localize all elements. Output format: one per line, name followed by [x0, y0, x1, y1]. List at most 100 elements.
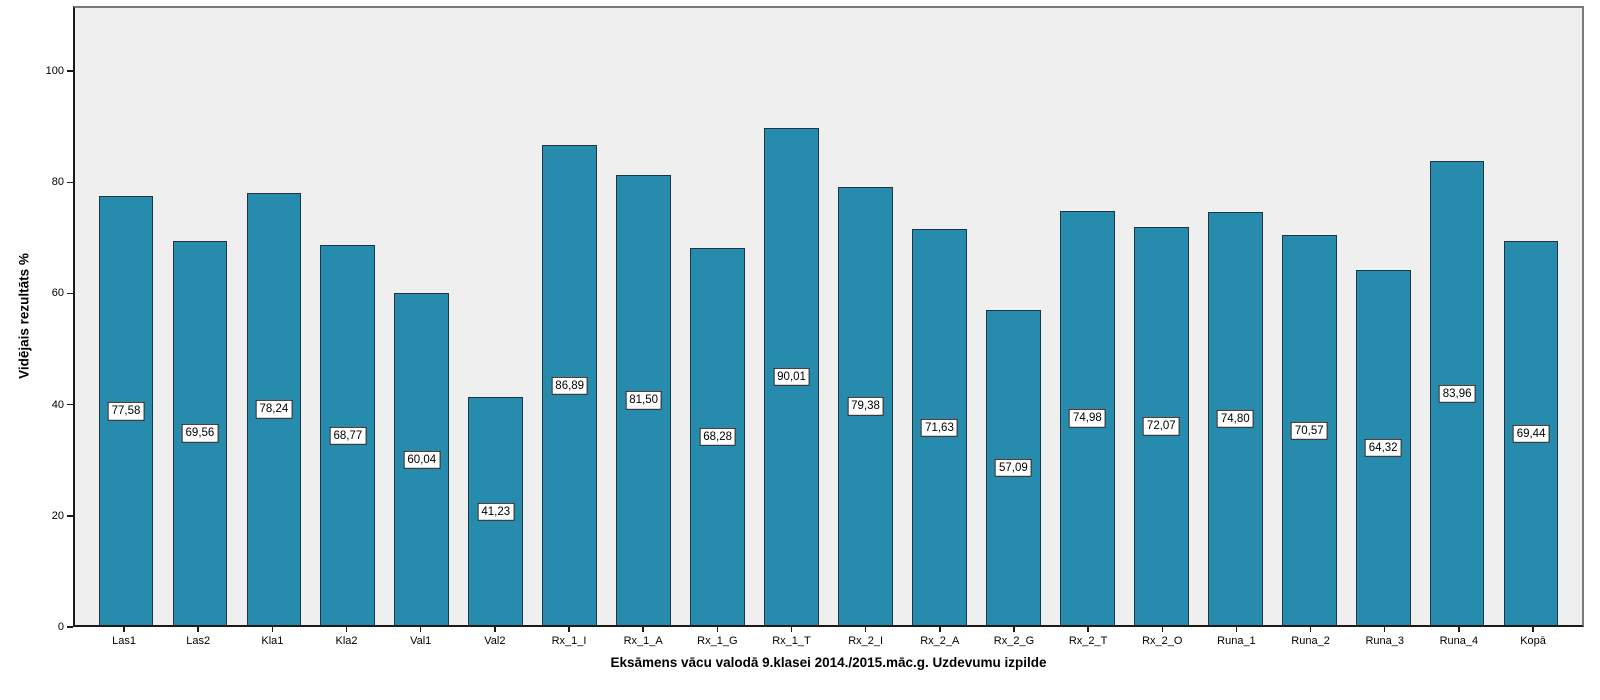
bar-value-label: 57,09	[995, 458, 1032, 478]
bar-slot: 86,89	[533, 8, 607, 625]
x-axis-cell: Las1	[87, 627, 161, 647]
x-tick-label: Rx_2_A	[920, 635, 960, 647]
x-tick-mark	[568, 627, 570, 632]
y-tick-label: 80	[51, 176, 64, 189]
x-tick-label: Rx_2_T	[1068, 635, 1108, 647]
bar-Rx_1_T: 90,01	[764, 127, 819, 625]
x-axis-cell: Runa_4	[1422, 627, 1496, 647]
y-tick-mark	[67, 403, 73, 406]
y-tick-mark	[67, 70, 73, 72]
bar-slot: 78,24	[237, 8, 311, 625]
x-tick-mark	[494, 627, 496, 632]
x-tick-label: Rx_2_I	[848, 635, 884, 647]
x-tick-label: Rx_1_I	[551, 635, 587, 647]
y-tick: 60	[52, 287, 73, 299]
x-axis-cell: Rx_2_I	[829, 627, 903, 647]
y-tick-label: 0	[57, 621, 64, 633]
bar-value-label: 78,24	[255, 400, 293, 419]
x-tick-label: Kla1	[261, 635, 284, 647]
bar-Runa_1: 74,80	[1207, 211, 1263, 625]
x-tick-label: Rx_1_T	[772, 635, 811, 647]
bar-Runa_3: 64,32	[1355, 269, 1411, 625]
x-axis-cell: Rx_1_A	[606, 627, 680, 647]
bar-slot: 69,44	[1494, 8, 1568, 625]
x-tick-label: Kopā	[1520, 635, 1546, 647]
y-tick: 80	[52, 176, 73, 188]
x-axis: Las1 Las2 Kla1 Kla2 Val1 Val2 Rx_1_I Rx_1_A Rx_1…	[73, 627, 1584, 647]
bar-value-label: 74,98	[1068, 409, 1106, 428]
bar-Rx_2_G: 57,09	[986, 309, 1041, 625]
y-tick: 20	[52, 510, 73, 522]
bar-Rx_2_O: 72,07	[1133, 226, 1189, 625]
y-tick-label: 20	[51, 509, 64, 522]
x-tick-label: Runa_1	[1217, 635, 1256, 647]
x-axis-cell: Val2	[458, 627, 532, 647]
bar-value-label: 74,80	[1216, 409, 1254, 429]
x-tick-label: Runa_2	[1291, 635, 1330, 647]
bar-slot: 68,77	[311, 8, 385, 625]
bar-value-label: 41,23	[477, 502, 515, 521]
y-tick: 0	[58, 621, 73, 633]
bar-value-label: 77,58	[107, 402, 145, 421]
bar-slot: 70,57	[1272, 8, 1346, 625]
bar-value-label: 60,04	[403, 450, 441, 469]
x-tick-label: Rx_1_A	[623, 635, 663, 647]
y-tick: 100	[46, 65, 73, 77]
x-axis-cell: Rx_1_T	[754, 627, 828, 647]
bar-value-label: 69,44	[1512, 424, 1550, 443]
x-tick-mark	[419, 627, 422, 632]
bar-slot: 41,23	[459, 8, 533, 625]
y-axis: 0 20 40 60 80 100	[0, 6, 73, 633]
x-tick-mark	[1161, 627, 1164, 632]
x-tick-label: Las1	[112, 635, 136, 647]
bar-Rx_2_T: 74,98	[1060, 210, 1115, 625]
bar-slot: 69,56	[163, 8, 237, 625]
bar-value-label: 71,63	[921, 418, 958, 437]
bar-slot: 79,38	[829, 8, 903, 625]
bar-value-label: 72,07	[1142, 417, 1180, 436]
x-tick-mark	[1458, 627, 1460, 632]
x-axis-cell: Las2	[161, 627, 235, 647]
bar-value-label: 68,77	[329, 426, 367, 445]
y-tick-mark	[67, 515, 73, 517]
y-tick-label: 100	[45, 65, 64, 78]
bar-Rx_2_A: 71,63	[912, 229, 967, 625]
x-tick-mark	[1383, 627, 1386, 632]
bar-slot: 81,50	[607, 8, 681, 625]
bars-container: 77,58 69,56 78,24 68,77 60,04 41,23 86,89 81,50…	[75, 8, 1582, 625]
bar-value-label: 83,96	[1438, 384, 1476, 403]
bar-value-label: 90,01	[773, 367, 810, 387]
x-tick-mark	[271, 627, 274, 632]
bar-Kla1: 78,24	[246, 192, 302, 625]
x-tick-mark	[197, 627, 199, 632]
y-tick-mark	[67, 626, 73, 628]
bar-Rx_1_I: 86,89	[542, 145, 598, 625]
bar-Las2: 69,56	[172, 240, 228, 625]
y-tick-label: 60	[51, 287, 64, 300]
bar-Rx_2_I: 79,38	[838, 186, 893, 625]
x-tick-mark	[1532, 627, 1534, 632]
x-axis-cell: Runa_2	[1274, 627, 1348, 647]
x-axis-cell: Kla1	[235, 627, 309, 647]
x-axis-cell: Kla2	[309, 627, 383, 647]
x-axis-cell: Runa_3	[1348, 627, 1422, 647]
bar-value-label: 69,56	[181, 424, 219, 443]
x-tick-mark	[939, 627, 941, 632]
bar-value-label: 86,89	[551, 376, 589, 395]
bar-slot: 71,63	[902, 8, 976, 625]
x-axis-cell: Rx_2_O	[1125, 627, 1199, 647]
x-tick-label: Rx_2_G	[993, 635, 1035, 647]
x-tick-label: Runa_4	[1439, 635, 1479, 647]
bar-slot: 68,28	[681, 8, 755, 625]
bar-value-label: 79,38	[847, 397, 884, 416]
bar-slot: 64,32	[1346, 8, 1420, 625]
x-axis-cell: Val1	[384, 627, 458, 647]
bar-slot: 83,96	[1420, 8, 1494, 625]
bar-Val2: 41,23	[468, 397, 524, 625]
x-axis-cell: Kopā	[1496, 627, 1570, 647]
x-tick-label: Val1	[410, 635, 432, 647]
x-axis-title: Eksāmens vācu valodā 9.klasei 2014./2015…	[610, 655, 1047, 670]
x-axis-cell: Rx_2_T	[1051, 627, 1125, 647]
bar-slot: 72,07	[1124, 8, 1198, 625]
bar-value-label: 70,57	[1290, 421, 1328, 440]
